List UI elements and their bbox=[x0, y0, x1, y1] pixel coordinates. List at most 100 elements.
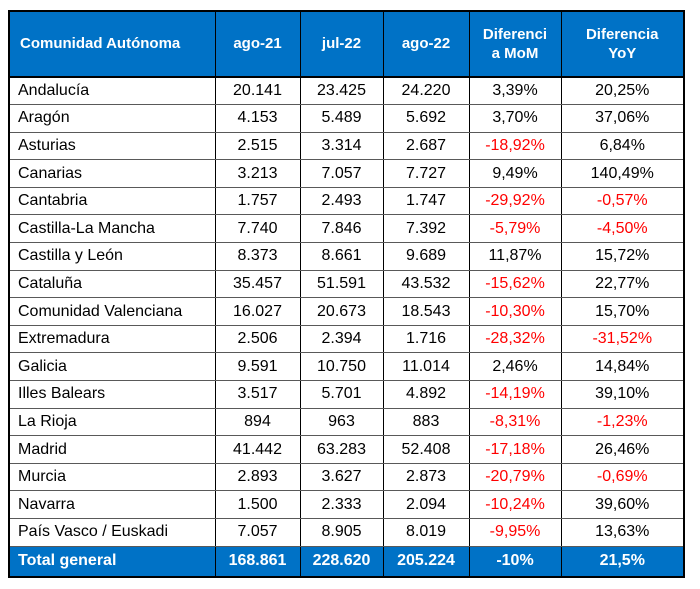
jul22-cell: 8.661 bbox=[299, 242, 384, 271]
jul22-cell: 8.905 bbox=[299, 518, 384, 547]
header-diferencia-mom: Diferenci a MoM bbox=[468, 10, 562, 78]
yoy-cell: -31,52% bbox=[560, 324, 685, 354]
total-jul22-cell: 228.620 bbox=[299, 545, 384, 578]
jul22-cell: 2.333 bbox=[299, 490, 384, 519]
header-ago-21: ago-21 bbox=[214, 10, 301, 78]
total-label-cell: Total general bbox=[8, 545, 216, 578]
jul22-cell: 51.591 bbox=[299, 269, 384, 299]
table-row: Navarra 1.500 2.333 2.094 -10,24% 39,60% bbox=[8, 490, 685, 519]
jul22-cell: 63.283 bbox=[299, 435, 384, 464]
ago21-cell: 2.893 bbox=[214, 462, 301, 492]
ago22-cell: 2.873 bbox=[382, 462, 470, 492]
ago21-cell: 8.373 bbox=[214, 242, 301, 271]
ago22-cell: 5.692 bbox=[382, 104, 470, 133]
ago21-cell: 3.213 bbox=[214, 159, 301, 188]
yoy-cell: -4,50% bbox=[560, 214, 685, 244]
comunidades-data-table: Comunidad Autónoma ago-21 jul-22 ago-22 … bbox=[8, 10, 685, 579]
region-cell: Canarias bbox=[8, 159, 216, 188]
jul22-cell: 7.846 bbox=[299, 214, 384, 244]
ago22-cell: 1.747 bbox=[382, 186, 470, 216]
total-mom-cell: -10% bbox=[468, 545, 562, 578]
ago22-cell: 7.727 bbox=[382, 159, 470, 188]
table-row: Extremadura 2.506 2.394 1.716 -28,32% -3… bbox=[8, 324, 685, 354]
ago22-cell: 2.687 bbox=[382, 131, 470, 161]
region-cell: La Rioja bbox=[8, 407, 216, 437]
region-cell: Castilla y León bbox=[8, 242, 216, 271]
jul22-cell: 23.425 bbox=[299, 76, 384, 106]
ago22-cell: 883 bbox=[382, 407, 470, 437]
mom-cell: 11,87% bbox=[468, 242, 562, 271]
region-cell: Navarra bbox=[8, 490, 216, 519]
jul22-cell: 963 bbox=[299, 407, 384, 437]
jul22-cell: 20.673 bbox=[299, 297, 384, 326]
region-cell: Castilla-La Mancha bbox=[8, 214, 216, 244]
yoy-cell: 26,46% bbox=[560, 435, 685, 464]
ago21-cell: 894 bbox=[214, 407, 301, 437]
table-row: Galicia 9.591 10.750 11.014 2,46% 14,84% bbox=[8, 352, 685, 382]
table-row: Canarias 3.213 7.057 7.727 9,49% 140,49% bbox=[8, 159, 685, 188]
ago22-cell: 18.543 bbox=[382, 297, 470, 326]
mom-cell: -29,92% bbox=[468, 186, 562, 216]
region-cell: País Vasco / Euskadi bbox=[8, 518, 216, 547]
region-cell: Cantabria bbox=[8, 186, 216, 216]
table-row: Castilla-La Mancha 7.740 7.846 7.392 -5,… bbox=[8, 214, 685, 244]
ago21-cell: 20.141 bbox=[214, 76, 301, 106]
jul22-cell: 2.394 bbox=[299, 324, 384, 354]
yoy-cell: 140,49% bbox=[560, 159, 685, 188]
ago22-cell: 1.716 bbox=[382, 324, 470, 354]
ago22-cell: 9.689 bbox=[382, 242, 470, 271]
header-jul-22: jul-22 bbox=[299, 10, 384, 78]
ago22-cell: 7.392 bbox=[382, 214, 470, 244]
table-row: Cantabria 1.757 2.493 1.747 -29,92% -0,5… bbox=[8, 186, 685, 216]
ago21-cell: 3.517 bbox=[214, 380, 301, 409]
region-cell: Andalucía bbox=[8, 76, 216, 106]
ago22-cell: 24.220 bbox=[382, 76, 470, 106]
yoy-cell: 13,63% bbox=[560, 518, 685, 547]
ago21-cell: 1.757 bbox=[214, 186, 301, 216]
ago22-cell: 43.532 bbox=[382, 269, 470, 299]
mom-cell: -8,31% bbox=[468, 407, 562, 437]
yoy-cell: -0,57% bbox=[560, 186, 685, 216]
region-cell: Extremadura bbox=[8, 324, 216, 354]
yoy-cell: 6,84% bbox=[560, 131, 685, 161]
total-ago21-cell: 168.861 bbox=[214, 545, 301, 578]
ago21-cell: 35.457 bbox=[214, 269, 301, 299]
ago22-cell: 4.892 bbox=[382, 380, 470, 409]
ago22-cell: 2.094 bbox=[382, 490, 470, 519]
table-row: Andalucía 20.141 23.425 24.220 3,39% 20,… bbox=[8, 76, 685, 106]
table-row: Murcia 2.893 3.627 2.873 -20,79% -0,69% bbox=[8, 462, 685, 492]
ago21-cell: 2.506 bbox=[214, 324, 301, 354]
ago22-cell: 8.019 bbox=[382, 518, 470, 547]
mom-cell: -28,32% bbox=[468, 324, 562, 354]
header-comunidad-autonoma: Comunidad Autónoma bbox=[8, 10, 216, 78]
mom-cell: -17,18% bbox=[468, 435, 562, 464]
region-cell: Aragón bbox=[8, 104, 216, 133]
header-diferencia-yoy: Diferencia YoY bbox=[560, 10, 685, 78]
jul22-cell: 10.750 bbox=[299, 352, 384, 382]
yoy-cell: -1,23% bbox=[560, 407, 685, 437]
ago21-cell: 41.442 bbox=[214, 435, 301, 464]
region-cell: Madrid bbox=[8, 435, 216, 464]
yoy-cell: 22,77% bbox=[560, 269, 685, 299]
jul22-cell: 5.701 bbox=[299, 380, 384, 409]
yoy-cell: 37,06% bbox=[560, 104, 685, 133]
jul22-cell: 2.493 bbox=[299, 186, 384, 216]
ago21-cell: 16.027 bbox=[214, 297, 301, 326]
table-row: Asturias 2.515 3.314 2.687 -18,92% 6,84% bbox=[8, 131, 685, 161]
mom-cell: 2,46% bbox=[468, 352, 562, 382]
region-cell: Murcia bbox=[8, 462, 216, 492]
yoy-cell: 15,70% bbox=[560, 297, 685, 326]
mom-cell: -10,24% bbox=[468, 490, 562, 519]
yoy-cell: 15,72% bbox=[560, 242, 685, 271]
mom-cell: -10,30% bbox=[468, 297, 562, 326]
region-cell: Cataluña bbox=[8, 269, 216, 299]
table-row: País Vasco / Euskadi 7.057 8.905 8.019 -… bbox=[8, 518, 685, 547]
table-row: Madrid 41.442 63.283 52.408 -17,18% 26,4… bbox=[8, 435, 685, 464]
table-row: Castilla y León 8.373 8.661 9.689 11,87%… bbox=[8, 242, 685, 271]
region-cell: Asturias bbox=[8, 131, 216, 161]
mom-cell: 3,70% bbox=[468, 104, 562, 133]
ago21-cell: 9.591 bbox=[214, 352, 301, 382]
mom-cell: -18,92% bbox=[468, 131, 562, 161]
total-row: Total general 168.861 228.620 205.224 -1… bbox=[8, 545, 685, 578]
